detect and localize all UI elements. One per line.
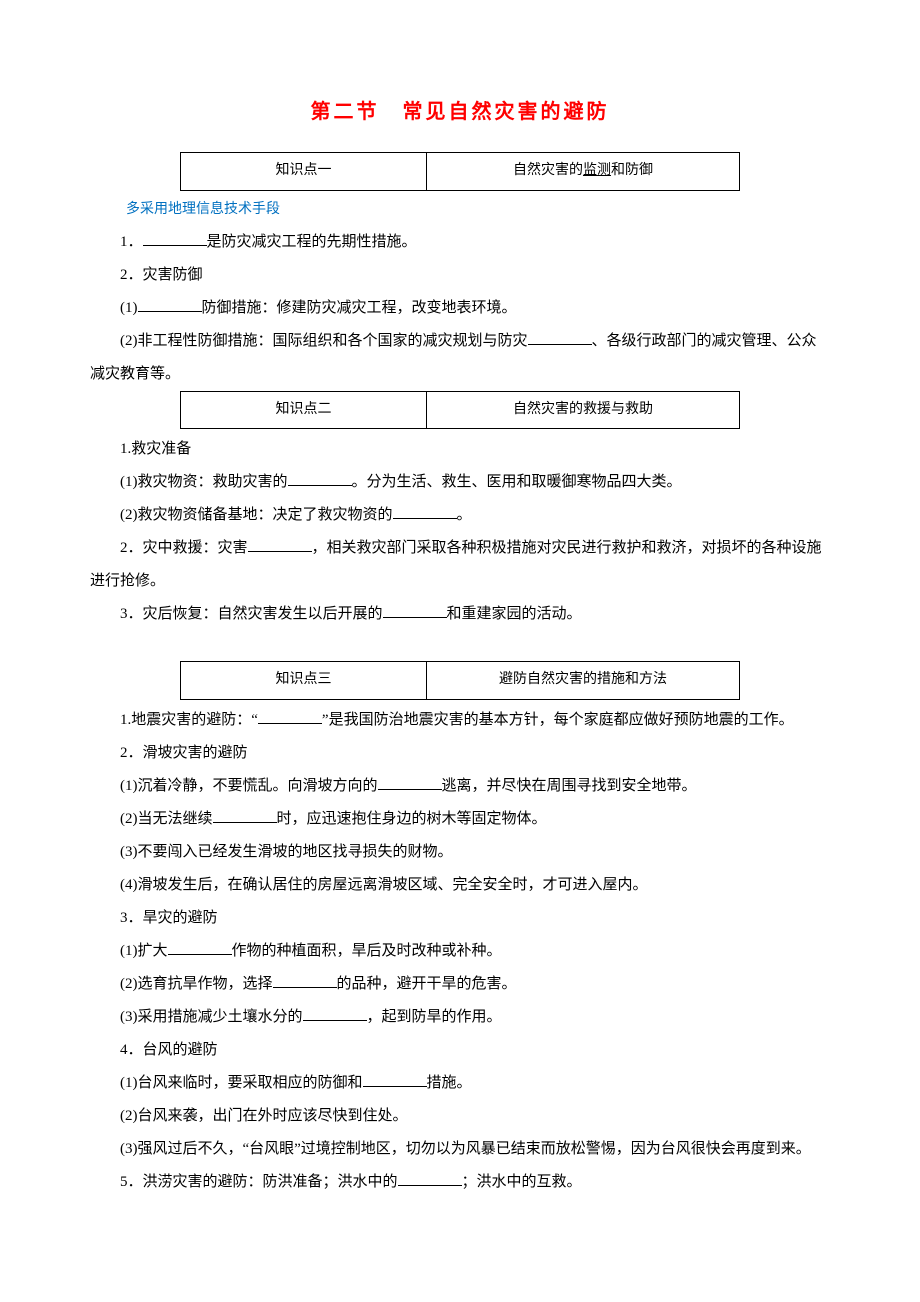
s3-line13: (2)台风来袭，出门在外时应该尽快到住处。	[90, 1100, 830, 1133]
knowledge-table-3: 知识点三 避防自然灾害的措施和方法	[180, 661, 740, 700]
s3-line15: 5．洪涝灾害的避防：防洪准备；洪水中的 ；洪水中的互救。	[90, 1166, 830, 1199]
k1-right-suffix: 和防御	[611, 163, 653, 178]
s1-line4: (2)非工程性防御措施：国际组织和各个国家的减灾规划与防灾、各级行政部门的减灾管…	[90, 325, 830, 391]
knowledge-table-2: 知识点二 自然灾害的救援与救助	[180, 391, 740, 430]
s3-l4a: (2)当无法继续	[120, 811, 213, 827]
k1-right-prefix: 自然灾害的	[513, 163, 583, 178]
subtext-geo-tech: 多采用地理信息技术手段	[126, 195, 830, 226]
blank-7	[383, 602, 447, 619]
s3-line10: (3)采用措施减少土壤水分的 ，起到防旱的作用。	[90, 1001, 830, 1034]
s1-l3b: 防御措施：修建防灾减灾工程，改变地表环境。	[202, 300, 517, 316]
s3-line2: 2．滑坡灾害的避防	[90, 737, 830, 770]
s3-line9: (2)选育抗旱作物，选择 的品种，避开干旱的危害。	[90, 968, 830, 1001]
s2-l3a: (2)救灾物资储备基地：决定了救灾物资的	[120, 507, 393, 523]
s1-l4a: (2)非工程性防御措施：国际组织和各个国家的减灾规划与防灾	[120, 333, 528, 349]
s2-l4a: 2．灾中救援：灾害	[120, 540, 248, 556]
s3-line5: (3)不要闯入已经发生滑坡的地区找寻损失的财物。	[90, 836, 830, 869]
k3-left: 知识点三	[181, 662, 427, 700]
blank-4	[288, 470, 352, 487]
s2-line2: (1)救灾物资：救助灾害的 。分为生活、救生、医用和取暖御寒物品四大类。	[90, 466, 830, 499]
s1-l1b: 是防灾减灾工程的先期性措施。	[207, 234, 417, 250]
blank-2	[138, 295, 202, 312]
blank-12	[273, 972, 337, 989]
s2-line3: (2)救灾物资储备基地：决定了救灾物资的 。	[90, 499, 830, 532]
page-title: 第二节 常见自然灾害的避防	[90, 90, 830, 134]
s3-l3b: 逃离，并尽快在周围寻找到安全地带。	[442, 778, 697, 794]
s3-l8a: (1)扩大	[120, 943, 168, 959]
s3-l10a: (3)采用措施减少土壤水分的	[120, 1009, 303, 1025]
s3-l15b: ；洪水中的互救。	[462, 1174, 582, 1190]
s2-line1: 1.救灾准备	[90, 433, 830, 466]
k1-left: 知识点一	[181, 153, 427, 191]
s3-l15a: 5．洪涝灾害的避防：防洪准备；洪水中的	[120, 1174, 398, 1190]
s3-l12b: 措施。	[427, 1075, 472, 1091]
s3-l1b: ”是我国防治地震灾害的基本方针，每个家庭都应做好预防地震的工作。	[322, 712, 794, 728]
blank-1	[143, 229, 207, 246]
blank-5	[393, 503, 457, 520]
blank-6	[248, 536, 312, 553]
s3-line12: (1)台风来临时，要采取相应的防御和 措施。	[90, 1067, 830, 1100]
s3-l12a: (1)台风来临时，要采取相应的防御和	[120, 1075, 363, 1091]
s3-l3a: (1)沉着冷静，不要慌乱。向滑坡方向的	[120, 778, 378, 794]
s3-l1a: 1.地震灾害的避防：“	[120, 712, 258, 728]
k3-right: 避防自然灾害的措施和方法	[426, 662, 739, 700]
s3-line8: (1)扩大 作物的种植面积，旱后及时改种或补种。	[90, 935, 830, 968]
s3-l9b: 的品种，避开干旱的危害。	[337, 976, 517, 992]
s3-l9a: (2)选育抗旱作物，选择	[120, 976, 273, 992]
s1-line2: 2．灾害防御	[90, 259, 830, 292]
s2-line4: 2．灾中救援：灾害，相关救灾部门采取各种积极措施对灾民进行救护和救济，对损坏的各…	[90, 532, 830, 598]
s3-line4: (2)当无法继续 时，应迅速抱住身边的树木等固定物体。	[90, 803, 830, 836]
s2-l5a: 3．灾后恢复：自然灾害发生以后开展的	[120, 606, 383, 622]
s3-line1: 1.地震灾害的避防：“ ”是我国防治地震灾害的基本方针，每个家庭都应做好预防地震的…	[90, 704, 830, 737]
s3-line3: (1)沉着冷静，不要慌乱。向滑坡方向的 逃离，并尽快在周围寻找到安全地带。	[90, 770, 830, 803]
s2-l2a: (1)救灾物资：救助灾害的	[120, 474, 288, 490]
s3-line7: 3．旱灾的避防	[90, 902, 830, 935]
s3-line11: 4．台风的避防	[90, 1034, 830, 1067]
s2-l5b: 和重建家园的活动。	[447, 606, 582, 622]
blank-13	[303, 1005, 367, 1022]
s3-line14: (3)强风过后不久，“台风眼”过境控制地区，切勿以为风暴已结束而放松警惕，因为台…	[90, 1133, 830, 1166]
knowledge-table-1: 知识点一 自然灾害的监测和防御	[180, 152, 740, 191]
s1-line3: (1) 防御措施：修建防灾减灾工程，改变地表环境。	[90, 292, 830, 325]
blank-11	[168, 939, 232, 956]
s3-l4b: 时，应迅速抱住身边的树木等固定物体。	[277, 811, 547, 827]
s3-l8b: 作物的种植面积，旱后及时改种或补种。	[232, 943, 502, 959]
blank-15	[398, 1170, 462, 1187]
k2-right: 自然灾害的救援与救助	[426, 391, 739, 429]
s2-l2b: 。分为生活、救生、医用和取暖御寒物品四大类。	[352, 474, 682, 490]
s1-line1: 1． 是防灾减灾工程的先期性措施。	[90, 226, 830, 259]
k1-right: 自然灾害的监测和防御	[426, 153, 739, 191]
k1-right-underline: 监测	[583, 163, 611, 178]
s3-l10b: ，起到防旱的作用。	[367, 1009, 502, 1025]
blank-14	[363, 1071, 427, 1088]
s1-l1a: 1．	[120, 234, 143, 250]
s1-l3a: (1)	[120, 300, 138, 316]
k2-left: 知识点二	[181, 391, 427, 429]
gap	[90, 631, 830, 661]
s2-line5: 3．灾后恢复：自然灾害发生以后开展的 和重建家园的活动。	[90, 598, 830, 631]
blank-10	[213, 807, 277, 824]
s2-l3b: 。	[457, 507, 472, 523]
blank-8	[258, 708, 322, 725]
s3-line6: (4)滑坡发生后，在确认居住的房屋远离滑坡区域、完全安全时，才可进入屋内。	[90, 869, 830, 902]
blank-9	[378, 774, 442, 791]
blank-3	[528, 328, 592, 345]
